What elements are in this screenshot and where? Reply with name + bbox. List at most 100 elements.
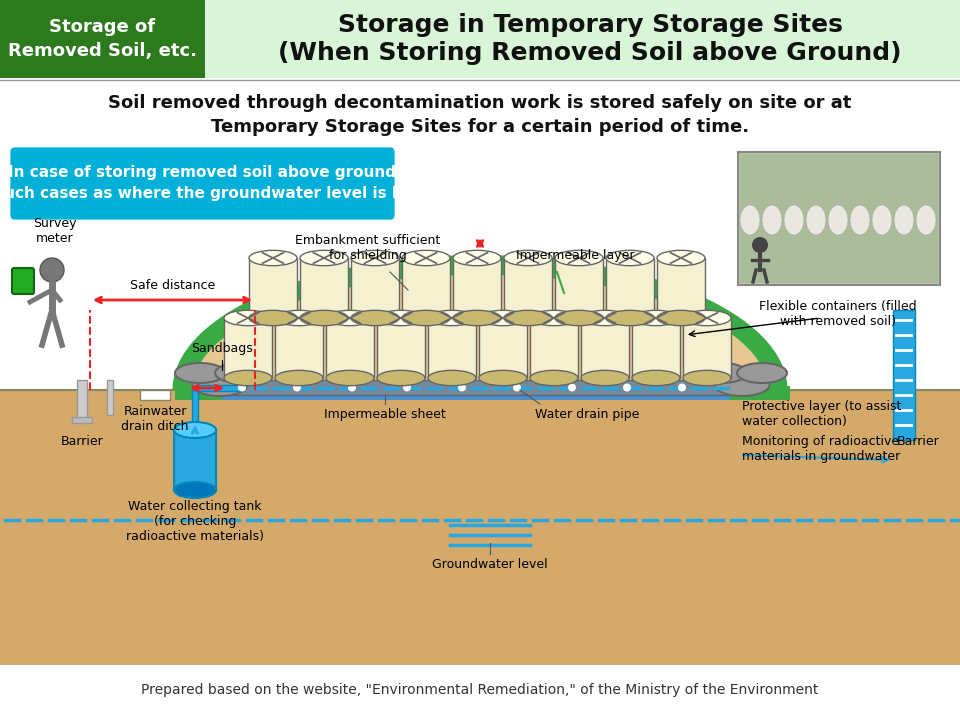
FancyBboxPatch shape xyxy=(657,258,705,318)
Text: Embankment sufficient
for shielding: Embankment sufficient for shielding xyxy=(296,234,441,262)
FancyBboxPatch shape xyxy=(275,318,323,378)
Ellipse shape xyxy=(275,310,323,325)
Text: Flexible containers (filled
with removed soil): Flexible containers (filled with removed… xyxy=(759,300,917,328)
Ellipse shape xyxy=(479,310,527,325)
Ellipse shape xyxy=(632,370,680,386)
FancyBboxPatch shape xyxy=(479,318,527,378)
FancyBboxPatch shape xyxy=(192,390,198,430)
FancyBboxPatch shape xyxy=(9,146,396,221)
Text: Groundwater level: Groundwater level xyxy=(432,558,548,571)
Ellipse shape xyxy=(530,370,578,386)
Text: Rainwater
drain ditch: Rainwater drain ditch xyxy=(121,405,189,433)
Ellipse shape xyxy=(894,205,914,235)
Circle shape xyxy=(293,384,301,392)
Ellipse shape xyxy=(714,374,770,396)
Circle shape xyxy=(678,384,686,392)
Ellipse shape xyxy=(175,363,225,383)
FancyBboxPatch shape xyxy=(195,385,242,391)
Ellipse shape xyxy=(555,251,603,266)
Ellipse shape xyxy=(479,370,527,386)
FancyBboxPatch shape xyxy=(249,258,297,318)
FancyBboxPatch shape xyxy=(0,0,960,78)
Ellipse shape xyxy=(326,370,374,386)
FancyBboxPatch shape xyxy=(740,154,938,283)
Ellipse shape xyxy=(740,205,760,235)
FancyBboxPatch shape xyxy=(904,385,912,435)
FancyBboxPatch shape xyxy=(893,310,915,440)
FancyBboxPatch shape xyxy=(239,380,245,385)
Ellipse shape xyxy=(174,482,216,498)
Text: Water collecting tank
(for checking
radioactive materials): Water collecting tank (for checking radi… xyxy=(126,500,264,543)
Text: Impermeable sheet: Impermeable sheet xyxy=(324,408,445,421)
FancyBboxPatch shape xyxy=(0,220,960,390)
Text: Soil removed through decontamination work is stored safely on site or at
Tempora: Soil removed through decontamination wor… xyxy=(108,94,852,137)
FancyBboxPatch shape xyxy=(351,258,399,318)
Ellipse shape xyxy=(453,251,501,266)
Ellipse shape xyxy=(215,363,265,383)
Ellipse shape xyxy=(249,251,297,266)
Text: Protective layer (to assist
water collection): Protective layer (to assist water collec… xyxy=(742,400,901,428)
Circle shape xyxy=(40,258,64,282)
Text: Storage in Temporary Storage Sites
(When Storing Removed Soil above Ground): Storage in Temporary Storage Sites (When… xyxy=(278,13,901,66)
FancyBboxPatch shape xyxy=(0,390,960,665)
Ellipse shape xyxy=(530,310,578,325)
Ellipse shape xyxy=(224,370,272,386)
Ellipse shape xyxy=(351,251,399,266)
Ellipse shape xyxy=(632,310,680,325)
FancyBboxPatch shape xyxy=(326,318,374,378)
Ellipse shape xyxy=(326,310,374,325)
Ellipse shape xyxy=(428,310,476,325)
FancyBboxPatch shape xyxy=(140,390,170,400)
FancyBboxPatch shape xyxy=(530,318,578,378)
Text: In case of storing removed soil above ground
(in such cases as where the groundw: In case of storing removed soil above gr… xyxy=(0,165,437,201)
Ellipse shape xyxy=(193,374,248,396)
Ellipse shape xyxy=(828,205,848,235)
FancyBboxPatch shape xyxy=(224,318,272,378)
Ellipse shape xyxy=(657,310,705,325)
Ellipse shape xyxy=(377,370,425,386)
Text: Monitoring of radioactive
materials in groundwater: Monitoring of radioactive materials in g… xyxy=(742,435,900,463)
Text: Safe distance: Safe distance xyxy=(130,279,215,292)
Ellipse shape xyxy=(581,310,629,325)
FancyBboxPatch shape xyxy=(632,318,680,378)
FancyBboxPatch shape xyxy=(581,318,629,378)
FancyBboxPatch shape xyxy=(174,430,216,490)
FancyBboxPatch shape xyxy=(222,380,730,395)
Text: Storage of
Removed Soil, etc.: Storage of Removed Soil, etc. xyxy=(8,18,197,60)
Ellipse shape xyxy=(351,310,399,325)
Ellipse shape xyxy=(697,363,747,383)
FancyBboxPatch shape xyxy=(428,318,476,378)
Text: Sandbags: Sandbags xyxy=(191,342,252,355)
Ellipse shape xyxy=(377,310,425,325)
FancyBboxPatch shape xyxy=(555,258,603,318)
Ellipse shape xyxy=(504,251,552,266)
Text: Barrier: Barrier xyxy=(60,435,104,448)
FancyBboxPatch shape xyxy=(12,268,34,294)
Ellipse shape xyxy=(916,205,936,235)
Circle shape xyxy=(752,237,768,253)
FancyBboxPatch shape xyxy=(77,380,87,420)
Ellipse shape xyxy=(737,363,787,383)
Ellipse shape xyxy=(657,251,705,266)
Circle shape xyxy=(238,384,246,392)
Circle shape xyxy=(623,384,631,392)
Ellipse shape xyxy=(872,205,892,235)
Ellipse shape xyxy=(275,370,323,386)
Circle shape xyxy=(403,384,411,392)
Polygon shape xyxy=(173,255,787,390)
FancyBboxPatch shape xyxy=(175,386,790,400)
FancyBboxPatch shape xyxy=(300,258,348,318)
Text: Prepared based on the website, "Environmental Remediation," of the Ministry of t: Prepared based on the website, "Environm… xyxy=(141,683,819,697)
FancyBboxPatch shape xyxy=(738,152,940,285)
Ellipse shape xyxy=(300,310,348,325)
Ellipse shape xyxy=(300,251,348,266)
FancyBboxPatch shape xyxy=(107,380,113,415)
Circle shape xyxy=(458,384,466,392)
Ellipse shape xyxy=(806,205,826,235)
FancyBboxPatch shape xyxy=(72,417,92,423)
Ellipse shape xyxy=(581,370,629,386)
Ellipse shape xyxy=(762,205,782,235)
Ellipse shape xyxy=(606,251,654,266)
Ellipse shape xyxy=(850,205,870,235)
Ellipse shape xyxy=(683,370,731,386)
